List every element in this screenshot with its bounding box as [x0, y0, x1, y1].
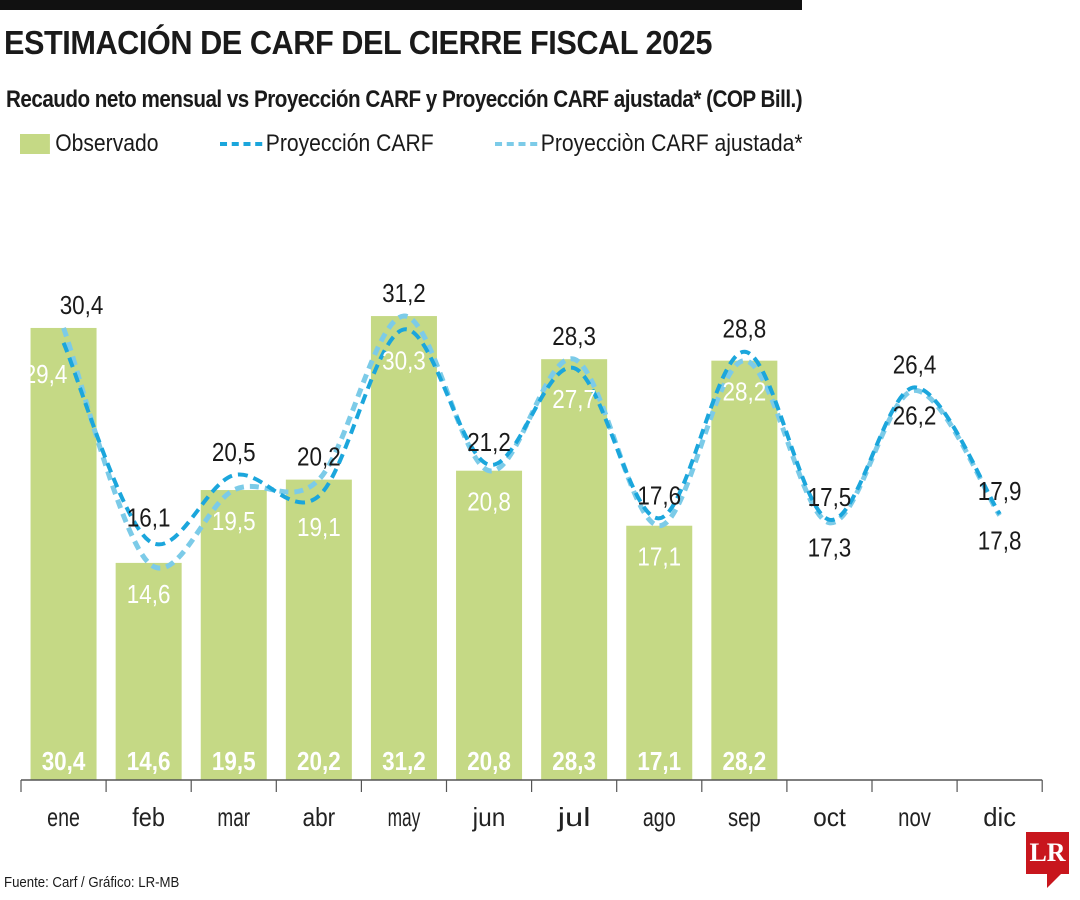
x-tick-label: abr: [302, 802, 335, 832]
bar-value-label: 20,8: [467, 746, 511, 776]
bar-mar: [200, 490, 267, 780]
legend-swatch-bar: [20, 134, 50, 154]
legend-label: Proyección CARF: [265, 130, 434, 157]
x-tick-label: mar: [217, 802, 250, 832]
line-value-label-lower: 19,5: [212, 506, 256, 536]
legend-label: Observado: [55, 130, 159, 157]
line-value-label-upper: 31,2: [382, 278, 426, 308]
legend-observado: Observado: [20, 130, 159, 158]
chart-subtitle: Recaudo neto mensual vs Proyección CARF …: [6, 86, 803, 113]
legend-proyeccion-carf: Proyección CARF: [220, 130, 434, 158]
line-value-label-lower: 28,2: [723, 377, 767, 407]
legend-proyeccion-ajustada: Proyecciòn CARF ajustada*: [495, 130, 803, 158]
line-value-label-lower: 14,6: [127, 579, 171, 609]
x-tick-label: ago: [643, 802, 676, 832]
line-value-label-upper: 28,3: [552, 321, 596, 351]
line-value-label-upper: 17,5: [808, 482, 852, 512]
line-value-label-upper: 17,9: [978, 476, 1022, 506]
line-value-label-lower: 30,3: [382, 345, 426, 375]
line-value-label-lower: 19,1: [297, 512, 341, 542]
bar-value-label: 28,2: [723, 746, 767, 776]
bar-value-label: 19,5: [212, 746, 256, 776]
legend-swatch-dashed-line: [220, 142, 263, 146]
line-proyeccion-carf: [61, 327, 1002, 547]
bar-may: [370, 316, 437, 780]
line-value-label-upper: 30,4: [60, 290, 104, 320]
line-value-label-upper: 20,2: [297, 442, 341, 472]
top-rule: [0, 0, 802, 10]
bar-value-label: 20,2: [297, 746, 341, 776]
bar-value-label: 14,6: [127, 746, 171, 776]
bar-value-label: 31,2: [382, 746, 426, 776]
legend-swatch-dashed-line: [495, 142, 538, 146]
line-value-label-lower: 26,2: [893, 400, 937, 430]
line-value-label-lower: 20,8: [467, 487, 511, 517]
line-value-label-lower: 17,1: [637, 542, 681, 572]
page-title: ESTIMACIÓN DE CARF DEL CIERRE FISCAL 202…: [4, 24, 712, 61]
bar-value-label: 28,3: [552, 746, 596, 776]
bar-abr: [285, 479, 352, 780]
legend-label: Proyecciòn CARF ajustada*: [540, 130, 803, 157]
lr-logo: LR: [1026, 832, 1069, 874]
line-value-label-lower: 17,8: [978, 525, 1022, 555]
lr-logo-tail: [1047, 874, 1061, 888]
x-tick-label: sep: [728, 802, 761, 832]
x-tick-label: jun: [472, 802, 506, 832]
x-tick-label: oct: [813, 802, 846, 832]
x-tick-label: nov: [898, 802, 931, 832]
line-value-label-upper: 28,8: [723, 314, 767, 344]
x-tick-label: ene: [47, 802, 80, 832]
bar-ene: [30, 327, 97, 780]
bar-value-label: 30,4: [42, 746, 86, 776]
line-value-label-upper: 21,2: [467, 427, 511, 457]
line-value-label-upper: 20,5: [212, 437, 256, 467]
x-tick-label: feb: [132, 802, 165, 832]
source-note: Fuente: Carf / Gráfico: LR-MB: [4, 874, 180, 891]
line-value-label-lower: 27,7: [552, 384, 596, 414]
x-tick-label: may: [388, 802, 421, 832]
bar-ago: [626, 525, 693, 780]
line-value-label-lower: 29,4: [24, 359, 68, 389]
bar-jun: [456, 470, 523, 780]
line-value-label-upper: 26,4: [893, 349, 937, 379]
bar-feb: [115, 562, 182, 780]
legend: Observado Proyección CARF Proyecciòn CAR…: [0, 130, 1080, 162]
line-value-label-upper: 17,6: [637, 480, 681, 510]
line-value-label-lower: 17,3: [808, 533, 852, 563]
x-tick-label: jul: [557, 802, 591, 832]
bar-value-label: 17,1: [637, 746, 681, 776]
line-value-label-upper: 16,1: [127, 503, 171, 533]
bar-jul: [541, 359, 608, 780]
x-tick-label: dic: [983, 802, 1016, 832]
bar-sep: [711, 360, 778, 780]
